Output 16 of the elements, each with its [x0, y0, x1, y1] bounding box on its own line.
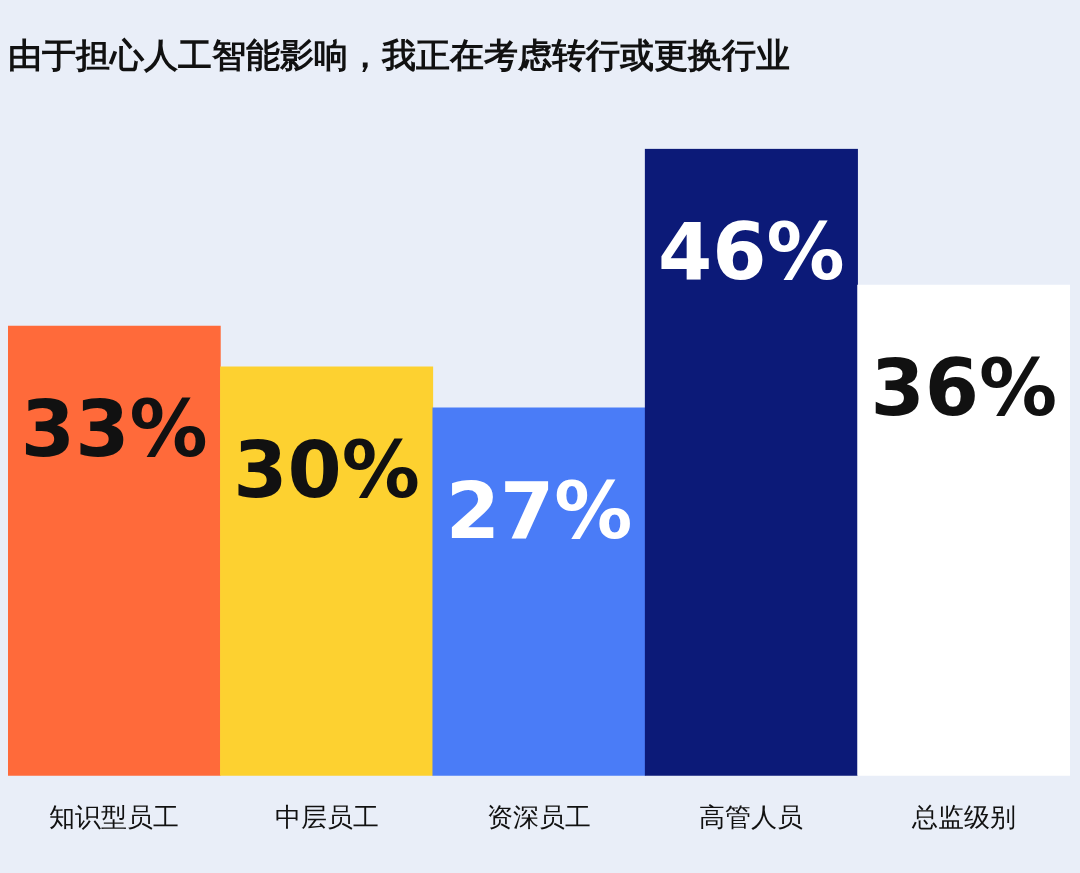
x-tick-label: 高管人员: [699, 802, 804, 833]
x-tick-label: 知识型员工: [49, 802, 180, 833]
bar: [8, 325, 221, 776]
data-label: 46%: [658, 207, 845, 298]
bar: [220, 366, 434, 776]
data-label: 36%: [870, 343, 1058, 434]
data-label: 33%: [20, 384, 208, 475]
bar: [644, 148, 858, 776]
bar: [857, 284, 1070, 776]
data-label: 27%: [445, 466, 633, 557]
x-tick-label: 总监级别: [910, 802, 1016, 833]
x-tick-label: 中层员工: [274, 802, 379, 833]
bar: [432, 407, 646, 776]
data-label: 30%: [233, 425, 420, 516]
x-tick-label: 资深员工: [487, 802, 591, 833]
chart-title: 由于担心人工智能影响，我正在考虑转行或更换行业: [8, 35, 790, 76]
